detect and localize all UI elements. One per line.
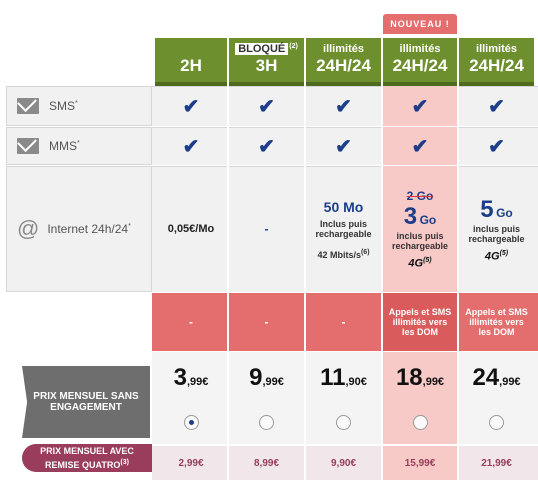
plan-radio-24h-a[interactable]: [306, 410, 381, 434]
plan-top-label: illimités: [323, 43, 364, 55]
plan-top-label: illimités: [399, 43, 441, 55]
column-divider: [457, 86, 459, 480]
quatro-label-line1: PRIX MENSUEL AVEC: [40, 445, 134, 456]
check-icon: ✔: [182, 95, 200, 118]
price-24h-b: 18,99€: [395, 364, 445, 391]
plan-header-24h-a: illimités 24H/24: [306, 38, 381, 86]
check-icon: ✔: [335, 135, 352, 158]
internet-value-3h: -: [264, 222, 269, 236]
quatro-label-block: PRIX MENSUEL AVEC REMISE QUATRO(3): [22, 444, 152, 472]
price-3h: 9,99€: [249, 364, 284, 391]
quatro-label-line2: REMISE QUATRO(3): [45, 458, 129, 470]
plan-radio-24h-b[interactable]: [383, 410, 457, 434]
row-label-text: MMS*: [49, 139, 80, 153]
check-icon: ✔: [488, 95, 505, 118]
row-label-text: SMS*: [49, 99, 78, 113]
quatro-price-24h-c: 21,99€: [481, 457, 512, 469]
price-24h-a: 11,90€: [320, 364, 367, 391]
check-icon: ✔: [488, 135, 505, 158]
4g-logo: 4G(5): [408, 256, 432, 270]
plan-top-label: BLOQUÉ (2): [229, 43, 304, 55]
check-icon: ✔: [383, 86, 457, 126]
price-label-block: PRIX MENSUEL SANS ENGAGEMENT: [22, 366, 150, 438]
plan-radio-3h[interactable]: [229, 410, 304, 434]
envelope-icon: [17, 98, 39, 114]
column-divider: [381, 86, 383, 480]
internet-value-2h: 0,05€/Mo: [167, 223, 215, 235]
dom-value-3h: -: [264, 315, 269, 329]
4g-logo: 4G(5): [484, 249, 509, 263]
check-icon: ✔: [383, 127, 457, 165]
blocked-tag: BLOQUÉ: [235, 43, 289, 55]
price-2h: 3,99€: [173, 364, 209, 391]
dom-value-24h-b: Appels et SMS illimités vers les DOM: [383, 293, 457, 351]
price-label: PRIX MENSUEL SANS ENGAGEMENT: [33, 391, 139, 413]
quatro-price-24h-b: 15,99€: [383, 446, 457, 480]
row-label-internet: @ Internet 24h/24*: [6, 166, 152, 292]
plan-label: 24H/24: [392, 56, 448, 75]
row-label-text: Internet 24h/24*: [47, 222, 131, 236]
plan-radio-2h[interactable]: [155, 410, 227, 434]
envelope-open-icon: [17, 138, 39, 154]
blocked-footnote: (2): [289, 43, 298, 50]
quatro-row: [152, 446, 538, 480]
row-label-sms: SMS*: [6, 86, 152, 126]
quatro-price-24h-a: 9,90€: [330, 457, 357, 469]
internet-value-24h-c: 5 Go inclus puis rechargeable 4G(5): [468, 195, 525, 263]
plan-header-2h: 2H: [155, 38, 227, 86]
internet-value-24h-b: 2 Go 3 Go inclus puis rechargeable 4G(5): [383, 166, 457, 292]
plan-top-label: illimités: [476, 43, 517, 55]
at-sign-icon: @: [17, 216, 40, 241]
dom-value-24h-a: -: [341, 315, 346, 329]
column-divider: [227, 86, 229, 480]
plan-header-24h-c: illimités 24H/24: [459, 38, 534, 86]
new-badge: NOUVEAU !: [383, 14, 457, 34]
internet-value-24h-a: 50 Mo Inclus puis rechargeable 42 Mbits/…: [315, 198, 372, 260]
check-icon: ✔: [182, 135, 200, 158]
plan-label: 3H: [255, 56, 278, 75]
plan-header-24h-b: illimités 24H/24: [383, 38, 457, 86]
quatro-price-3h: 8,99€: [253, 457, 280, 469]
dom-value-2h: -: [189, 315, 193, 329]
sms-row: [152, 86, 538, 126]
plan-header-3h: BLOQUÉ (2) 3H: [229, 38, 304, 86]
new-badge-label: NOUVEAU !: [390, 19, 450, 29]
dom-value-24h-c: Appels et SMS illimités vers les DOM: [465, 307, 528, 337]
plan-label: 24H/24: [316, 56, 371, 75]
check-icon: ✔: [335, 95, 352, 118]
quatro-price-2h: 2,99€: [178, 457, 204, 469]
plan-label: 24H/24: [469, 56, 524, 75]
check-icon: ✔: [258, 95, 275, 118]
row-label-mms: MMS*: [6, 127, 152, 165]
dom-row: [152, 293, 538, 351]
check-icon: ✔: [258, 135, 275, 158]
mms-row: [152, 127, 538, 165]
internet-row: [152, 166, 538, 292]
column-divider: [304, 86, 306, 480]
plan-radio-24h-c[interactable]: [459, 410, 534, 434]
price-24h-c: 24,99€: [472, 364, 521, 391]
plan-label: 2H: [180, 56, 202, 75]
